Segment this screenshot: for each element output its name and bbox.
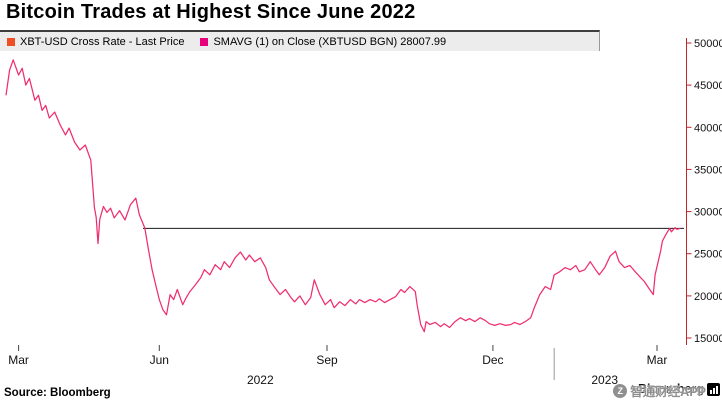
x-axis-year-label: 2023: [591, 373, 618, 387]
smavg-swatch-icon: [200, 37, 209, 46]
legend-item-smavg: SMAVG (1) on Close (XBTUSD BGN) 28007.99: [200, 36, 446, 48]
legend-item-label: XBT-USD Cross Rate - Last Price: [20, 35, 185, 48]
y-axis-tick-label: 30000: [694, 207, 722, 219]
app-watermark: Z 智通财经APP: [613, 381, 706, 400]
y-axis-tick-label: 15000: [694, 333, 722, 345]
y-axis-tick-label: 45000: [694, 80, 722, 92]
x-axis-month-label: Sep: [316, 353, 338, 367]
source-label: Source: Bloomberg: [4, 387, 111, 399]
price-line: [5, 59, 681, 333]
y-axis-tick-label: 35000: [694, 164, 722, 176]
page-title: Bitcoin Trades at Highest Since June 202…: [6, 1, 416, 23]
y-axis-tick-label: 25000: [694, 249, 722, 261]
x-axis-month-label: Mar: [8, 353, 29, 367]
legend-item-label: SMAVG (1) on Close (XBTUSD BGN) 28007.99: [213, 35, 447, 48]
bloomberg-brand-label: Bloomberg: [638, 382, 704, 396]
y-axis-tick-label: 20000: [694, 291, 722, 303]
y-axis-tick-label: 40000: [694, 122, 722, 134]
x-axis-month-label: Mar: [647, 353, 668, 367]
legend-item-last-price: XBT-USD Cross Rate - Last Price: [7, 36, 184, 48]
x-axis-year-label: 2022: [247, 373, 274, 387]
legend-bar: XBT-USD Cross Rate - Last Price SMAVG (1…: [0, 30, 600, 51]
bloomberg-brand: Bloomberg: [638, 382, 720, 396]
x-axis-month-label: Dec: [482, 353, 503, 367]
bloomberg-chart-icon: [707, 382, 720, 396]
x-axis-month-label: Jun: [150, 353, 169, 367]
watermark-logo-icon: Z: [613, 383, 628, 398]
watermark-label: 智通财经APP: [630, 385, 706, 399]
y-axis-tick-label: 50000: [694, 38, 722, 50]
last-price-swatch-icon: [7, 37, 15, 46]
